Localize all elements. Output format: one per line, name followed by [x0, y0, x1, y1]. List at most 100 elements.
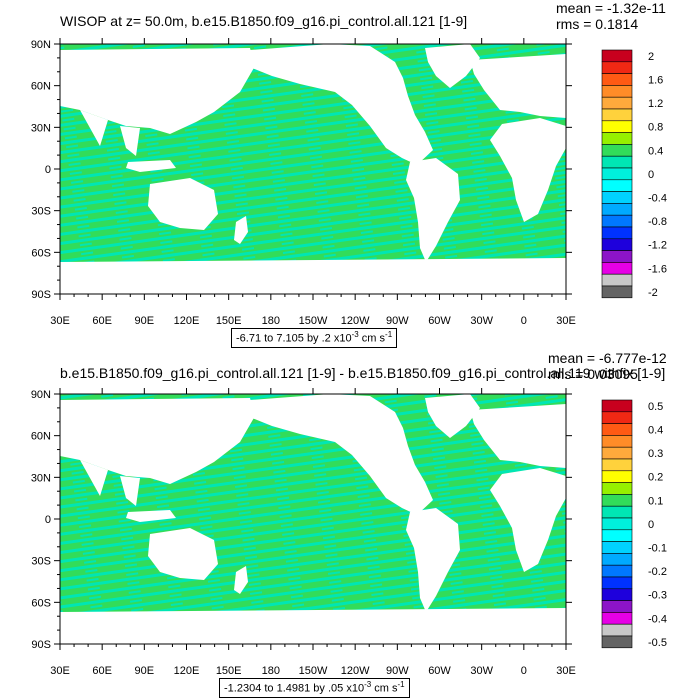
panel2-title: b.e15.B1850.f09_g16.pi_control.all.121 [… [60, 365, 666, 381]
p1legend-swatch [601, 144, 633, 157]
p2legend-swatch [601, 458, 633, 472]
p1xtick-label: 0 [521, 315, 527, 327]
p1legend-swatch [601, 238, 633, 251]
p2legend-swatch [601, 576, 633, 590]
p2legend-swatch [601, 612, 633, 625]
p1legend-swatch [601, 273, 633, 287]
p2xtick-label: 150E [216, 665, 242, 677]
p2legend-label: 0.3 [648, 448, 663, 460]
panel2-scale-text: -1.2304 to 1.4981 by .05 x10-3 cm s-1 [219, 678, 410, 698]
p1legend-swatch [601, 250, 633, 263]
p2legend-label: -0.5 [648, 637, 667, 649]
p2legend-swatch [601, 399, 633, 413]
p1legend-label: -0.4 [648, 193, 667, 205]
p2legend-swatch [601, 635, 633, 649]
p1ytick-label: 90S [31, 289, 51, 301]
p1legend-swatch [601, 226, 633, 240]
panel1-yticks-left: 90N 60N 30N 0 30S 60S 90S [31, 39, 572, 301]
panel2-scale-unit: cm s [374, 682, 398, 695]
p2ytick-label: 30N [31, 472, 51, 484]
p2legend-label: 0.2 [648, 472, 663, 484]
panel2-scale-exp: -3 [364, 680, 372, 689]
p2legend-swatch [601, 517, 633, 531]
panel2-scale-range: -1.2304 to 1.4981 by .05 [224, 682, 344, 695]
p2legend-swatch [601, 600, 633, 613]
p1legend-label: 0.4 [648, 145, 663, 157]
p2legend-swatch [601, 435, 633, 448]
p1legend-label: 1.2 [648, 98, 663, 110]
p2legend-label: 0.1 [648, 495, 663, 507]
p2legend-label: 0.4 [648, 425, 663, 437]
p1legend-swatch [601, 214, 633, 228]
panel2-map [59, 393, 567, 645]
p2xtick-label: 120E [174, 665, 200, 677]
p1legend-swatch [601, 285, 633, 299]
panel2-yticks-left: 90N 60N 30N 0 30S 60S 90S [31, 389, 572, 651]
p1legend-label: 0.8 [648, 122, 663, 134]
p1legend-label: -1.6 [648, 263, 667, 275]
p2ytick-label: 0 [45, 514, 51, 526]
p2xtick-label: 60E [92, 665, 112, 677]
p1xtick-label: 120W [341, 315, 370, 327]
p1xtick-label: 30E [556, 315, 576, 327]
p2xtick-label: 30W [470, 665, 493, 677]
p2ytick-label: 30S [31, 556, 51, 568]
p1legend-swatch [601, 132, 633, 145]
panel2-scale-unit-exp: -1 [397, 680, 405, 689]
p1ytick-label: 60N [31, 81, 51, 93]
p1legend-swatch [601, 61, 633, 74]
p2ytick-label: 60S [31, 597, 51, 609]
panel1-mean: mean = -1.32e-11 [556, 0, 666, 16]
p1legend-swatch [601, 120, 633, 133]
panel2-xticks: 30E 60E 90E 120E 150E 180 150W 120W 90W 60W 30W 0 30… [50, 388, 576, 677]
p1legend-swatch [601, 49, 633, 63]
p1xtick-label: 30W [470, 315, 493, 327]
p1legend-swatch [601, 96, 633, 110]
p1xtick-label: 120E [174, 315, 200, 327]
p1legend-label: -0.8 [648, 216, 667, 228]
p2xtick-label: 30E [556, 665, 576, 677]
panel1-scale-mult: x10 [333, 332, 352, 345]
p1legend-label: 0 [648, 169, 654, 181]
panel1-scale-text: -6.71 to 7.105 by .2 x10-3 cm s-1 [231, 328, 398, 348]
p2legend-swatch [601, 505, 633, 519]
p1legend-swatch [601, 203, 633, 216]
panel2-rms: rms = 0.03095 [548, 366, 638, 382]
p2legend-swatch [601, 482, 633, 495]
p1xtick-label: 60W [428, 315, 451, 327]
p2legend-swatch [601, 494, 633, 507]
p1legend-label: 1.6 [648, 75, 663, 87]
p1ytick-label: 0 [45, 164, 51, 176]
p1legend-label: -2 [648, 287, 658, 299]
p1legend-label: 2 [648, 51, 654, 63]
p1legend-swatch [601, 179, 633, 192]
panel1-title: WISOP at z= 50.0m, b.e15.B1850.f09_g16.p… [60, 13, 468, 29]
p2xtick-label: 30E [50, 665, 70, 677]
p2legend-label: -0.2 [648, 566, 667, 578]
panel1-map [59, 43, 567, 295]
p2xtick-label: 90W [386, 665, 409, 677]
panel1-scale-range: -6.71 to 7.105 by .2 [236, 332, 331, 345]
panel1-legend: 2 1.6 1.2 0.8 0.4 0 -0.4 -0.8 -1.2 -1.6 -2 [601, 49, 667, 299]
p2legend-swatch [601, 564, 633, 578]
p1xtick-label: 180 [262, 315, 280, 327]
p1xtick-label: 30E [50, 315, 70, 327]
p1legend-swatch [601, 85, 633, 98]
p2ytick-label: 90S [31, 639, 51, 651]
p1legend-swatch [601, 167, 633, 181]
p2legend-label: 0.5 [648, 401, 663, 413]
p1xtick-label: 90E [135, 315, 155, 327]
p1legend-label: -1.2 [648, 240, 667, 252]
p1legend-swatch [601, 155, 633, 169]
p2ytick-label: 90N [31, 389, 51, 401]
p2legend-label: -0.1 [648, 543, 667, 555]
p1legend-swatch [601, 191, 633, 204]
p2ytick-label: 60N [31, 431, 51, 443]
p2legend-label: -0.3 [648, 590, 667, 602]
p2xtick-label: 90E [135, 665, 155, 677]
panel1-scale-unit-exp: -1 [385, 330, 393, 339]
p2legend-label: 0 [648, 519, 654, 531]
p1legend-swatch [601, 73, 633, 86]
p2legend-swatch [601, 446, 633, 460]
p1legend-swatch [601, 108, 633, 122]
